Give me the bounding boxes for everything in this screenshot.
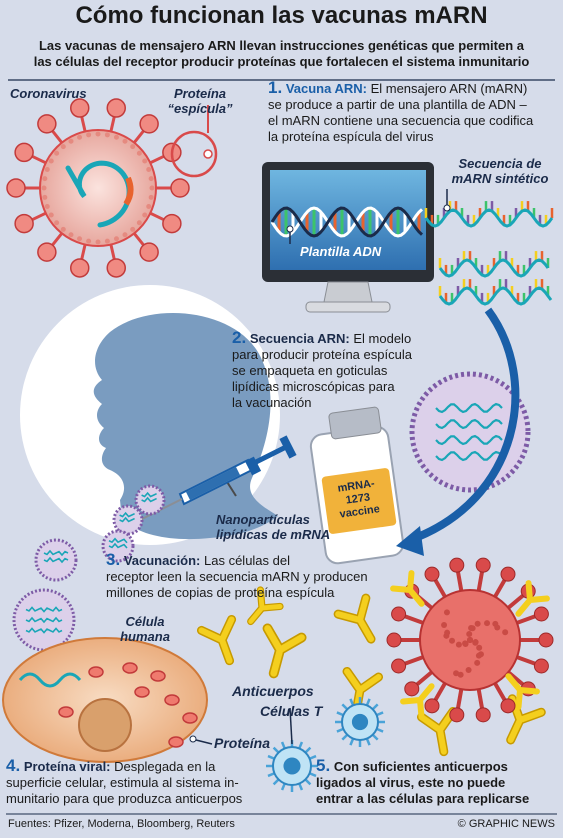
spike-protein-label: Proteína “espícula” (167, 86, 233, 116)
dna-template-label: Plantilla ADN (300, 244, 382, 259)
vaccine-vial-icon (309, 406, 405, 565)
cell-mrna (18, 672, 82, 688)
page-subtitle: Las vacunas de mensajero ARN llevan inst… (33, 38, 530, 69)
synthetic-mrna-strands (424, 201, 554, 306)
step-2-text: 2. Secuencia ARN: El modelo para produci… (232, 328, 412, 410)
page-title: Cómo funcionan las vacunas mARN (75, 2, 488, 29)
head-silhouette-icon (93, 313, 278, 540)
coronavirus-icon (6, 98, 190, 278)
t-cells-label: Células T (260, 703, 323, 719)
footer-credit: © GRAPHIC NEWS (457, 818, 555, 830)
virus-with-antibodies-icon (386, 557, 554, 723)
t-cell-icons (266, 697, 385, 792)
human-cell-label: Célula humana (120, 614, 170, 644)
step-4-text: 4. Proteína viral: Desplegada en la supe… (6, 756, 243, 806)
protein-label: Proteína (214, 735, 271, 751)
dna-helix-icon (270, 206, 424, 238)
cell-nucleus (78, 698, 132, 752)
flow-arrow (408, 307, 520, 544)
step-5-text: 5. Con suficientes anticuerpos ligados a… (316, 756, 530, 806)
step-3-text: 3. Vacunación: Las células del receptor … (106, 550, 368, 600)
step-1-text: 1. Vacuna ARN: El mensajero ARN (mARN) s… (268, 78, 534, 144)
cell-proteins (58, 662, 198, 748)
spike-highlight-circle (170, 130, 218, 178)
coronavirus-label: Coronavirus (10, 86, 87, 101)
nanoparticles-label: Nanopartículas lipídicas de mRNA (216, 512, 331, 542)
lipid-nanoparticles-small (12, 484, 166, 652)
syringe-icon (135, 435, 297, 523)
footer-sources: Fuentes: Pfizer, Moderna, Bloomberg, Reu… (8, 818, 235, 830)
antibodies-label: Anticuerpos (232, 683, 314, 699)
synthetic-mrna-label: Secuencia de mARN sintético (451, 156, 549, 186)
